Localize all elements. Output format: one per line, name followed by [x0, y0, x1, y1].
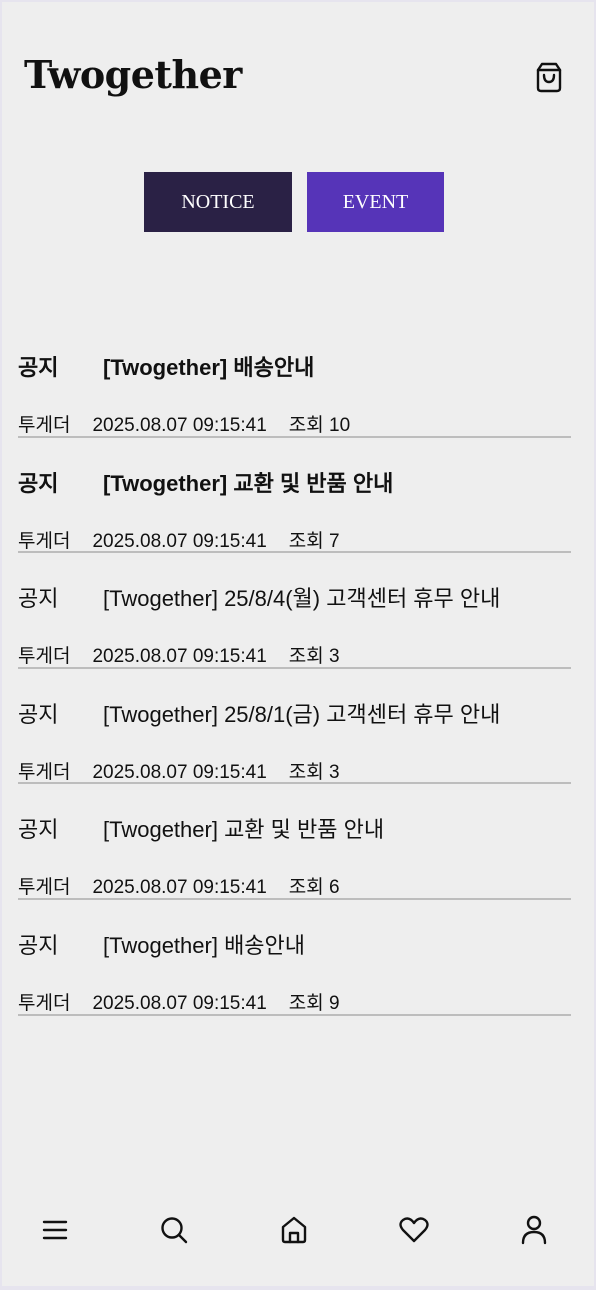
list-item[interactable]: 공지 [Twogether] 교환 및 반품 안내 투게더 2025.08.07 …	[18, 784, 571, 900]
header: Twogether	[2, 2, 594, 152]
bottom-nav	[2, 1170, 594, 1286]
list-item[interactable]: 공지 [Twogether] 배송안내 투게더 2025.08.07 09:15:…	[18, 900, 571, 1016]
post-writer: 투게더	[18, 761, 71, 783]
post-category: 공지	[18, 932, 59, 958]
post-writer: 투게더	[18, 415, 71, 436]
tab-notice[interactable]: NOTICE	[144, 172, 292, 232]
list-item[interactable]: 공지 [Twogether] 배송안내 투게더 2025.08.07 09:15:…	[18, 322, 571, 438]
shopping-bag-icon[interactable]	[532, 60, 566, 94]
post-date: 2025.08.07 09:15:41	[92, 415, 267, 436]
board-tabs: NOTICE EVENT	[2, 172, 594, 232]
post-title[interactable]: [Twogether] 25/8/1(금) 고객센터 휴무 안내	[103, 701, 501, 727]
post-writer: 투게더	[18, 877, 71, 899]
post-date: 2025.08.07 09:15:41	[92, 877, 267, 899]
home-icon[interactable]	[274, 1210, 314, 1250]
post-category: 공지	[18, 355, 59, 380]
post-date: 2025.08.07 09:15:41	[92, 761, 267, 783]
post-views: 조회 9	[288, 992, 340, 1014]
post-writer: 투게더	[18, 992, 71, 1014]
post-title[interactable]: [Twogether] 배송안내	[103, 932, 306, 958]
post-views: 조회 3	[288, 761, 340, 783]
post-meta: 투게더 2025.08.07 09:15:41 조회 3	[18, 757, 362, 784]
post-writer: 투게더	[18, 646, 71, 668]
search-icon[interactable]	[154, 1210, 194, 1250]
list-item[interactable]: 공지 [Twogether] 25/8/4(월) 고객센터 휴무 안내 투게더 2…	[18, 553, 571, 669]
post-views: 조회 3	[288, 646, 340, 668]
post-date: 2025.08.07 09:15:41	[92, 646, 267, 668]
post-date: 2025.08.07 09:15:41	[92, 530, 267, 552]
post-meta: 투게더 2025.08.07 09:15:41 조회 7	[18, 526, 362, 553]
post-meta: 투게더 2025.08.07 09:15:41 조회 10	[18, 410, 372, 437]
post-views: 조회 6	[288, 877, 340, 899]
notice-list: 공지 [Twogether] 배송안내 투게더 2025.08.07 09:15:…	[18, 322, 571, 1016]
post-title[interactable]: [Twogether] 25/8/4(월) 고객센터 휴무 안내	[103, 586, 501, 612]
post-title[interactable]: [Twogether] 교환 및 반품 안내	[103, 470, 394, 496]
list-item[interactable]: 공지 [Twogether] 25/8/1(금) 고객센터 휴무 안내 투게더 2…	[18, 669, 571, 785]
post-category: 공지	[18, 470, 59, 496]
post-meta: 투게더 2025.08.07 09:15:41 조회 3	[18, 641, 362, 668]
post-meta: 투게더 2025.08.07 09:15:41 조회 9	[18, 988, 362, 1015]
post-title[interactable]: [Twogether] 배송안내	[103, 355, 315, 380]
post-meta: 투게더 2025.08.07 09:15:41 조회 6	[18, 872, 362, 899]
tab-event[interactable]: EVENT	[307, 172, 444, 232]
post-category: 공지	[18, 701, 59, 727]
post-views: 조회 10	[288, 415, 351, 436]
post-category: 공지	[18, 586, 59, 612]
post-category: 공지	[18, 817, 59, 843]
post-title[interactable]: [Twogether] 교환 및 반품 안내	[103, 817, 385, 843]
heart-icon[interactable]	[394, 1210, 434, 1250]
user-icon[interactable]	[514, 1210, 554, 1250]
list-item[interactable]: 공지 [Twogether] 교환 및 반품 안내 투게더 2025.08.07 …	[18, 438, 571, 554]
menu-icon[interactable]	[35, 1210, 75, 1250]
post-writer: 투게더	[18, 530, 71, 552]
post-date: 2025.08.07 09:15:41	[92, 992, 267, 1014]
brand-logo[interactable]: Twogether	[24, 52, 242, 97]
post-views: 조회 7	[288, 530, 340, 552]
